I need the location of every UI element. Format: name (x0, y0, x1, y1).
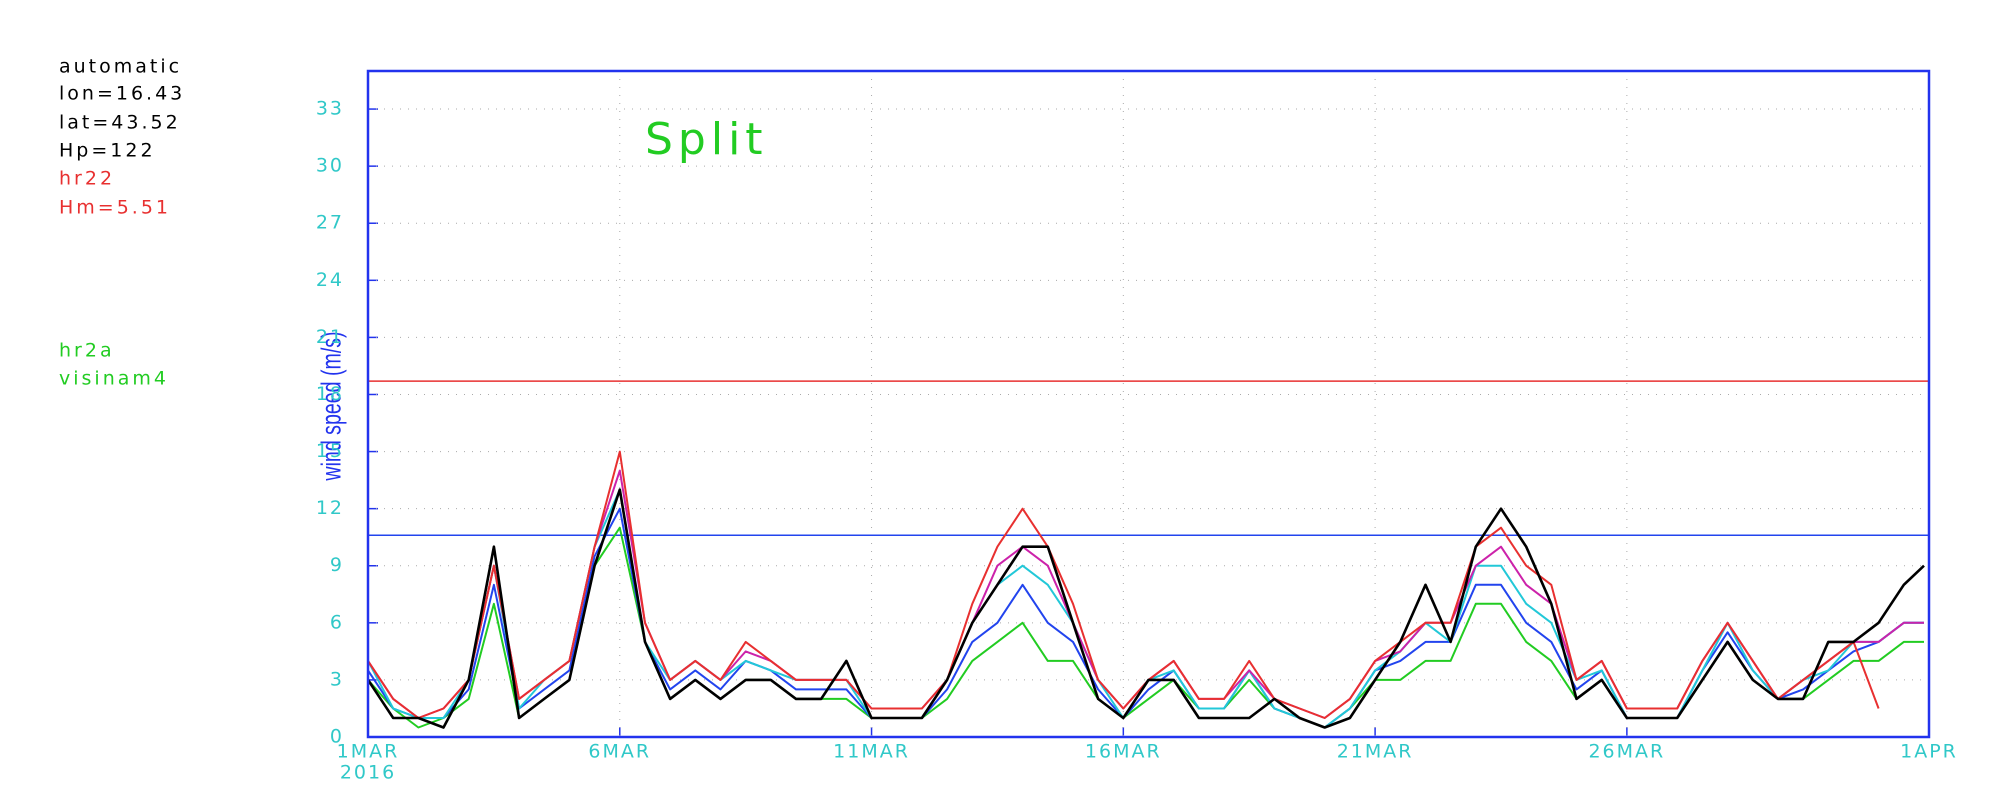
x-tick-sublabel: 2016 (340, 762, 396, 784)
y-tick-label: 3 (330, 668, 344, 690)
y-tick-label: 24 (316, 269, 344, 291)
series-line (366, 488, 1925, 729)
side-label: lat=43.52 (59, 112, 181, 134)
series-line (367, 469, 1924, 719)
y-tick-label: 6 (330, 611, 344, 633)
side-label: lon=16.43 (59, 83, 185, 105)
y-tick-label: 30 (316, 155, 344, 177)
x-tick-label: 11MAR (833, 741, 910, 763)
series-line (367, 450, 1880, 719)
x-tick-label: 16MAR (1085, 741, 1162, 763)
side-label: automatic (59, 56, 182, 78)
y-axis-label: wind speed (m/s) (316, 331, 347, 481)
x-tick-label: 1APR (1900, 741, 1958, 763)
side-label: Hm=5.51 (59, 197, 171, 219)
x-tick-label: 26MAR (1588, 741, 1665, 763)
y-tick-label: 27 (316, 212, 344, 234)
side-label: hr22 (59, 168, 115, 190)
chart-title: Split (645, 114, 768, 165)
x-tick-label: 1MAR (337, 741, 400, 763)
y-tick-label: 18 (316, 383, 344, 405)
x-tick-label: 6MAR (588, 741, 651, 763)
y-tick-label: 12 (316, 497, 344, 519)
side-label: Hp=122 (59, 140, 156, 162)
side-label: visinam4 (59, 368, 169, 390)
y-tick-label: 0 (330, 726, 344, 748)
side-label: hr2a (59, 340, 115, 362)
x-tick-label: 21MAR (1337, 741, 1414, 763)
y-tick-label: 21 (316, 326, 344, 348)
y-tick-label: 15 (316, 440, 344, 462)
y-tick-label: 33 (316, 98, 344, 120)
y-tick-label: 9 (330, 554, 344, 576)
plot-frame (366, 69, 1931, 739)
